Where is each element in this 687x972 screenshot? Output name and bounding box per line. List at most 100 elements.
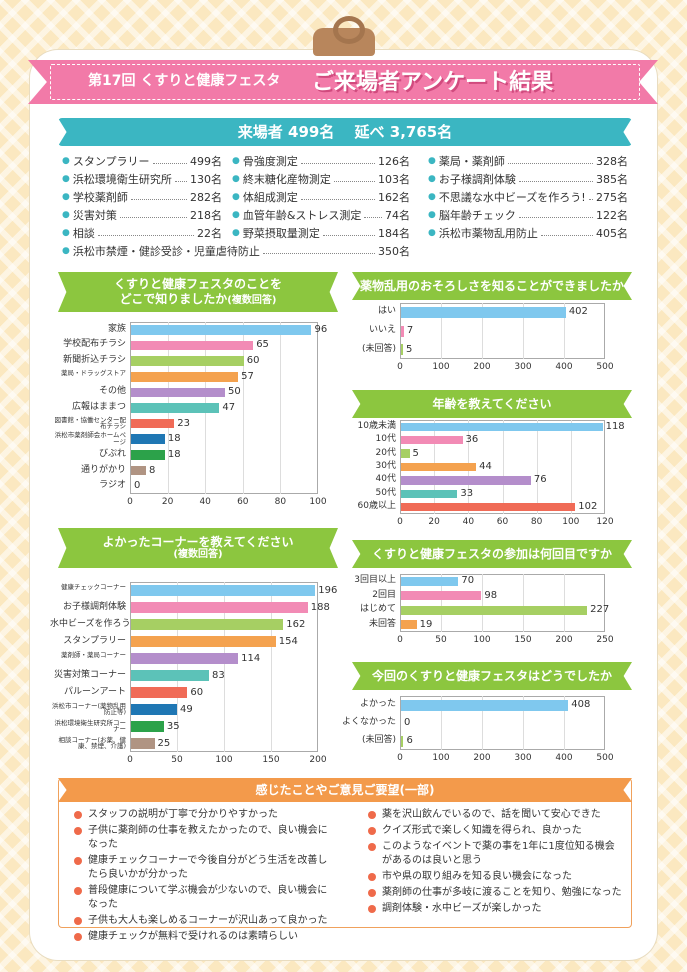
opinion-item: 健康チェックが無料で受けれるのは素晴らしい xyxy=(74,930,336,944)
visitor-count: 218名 xyxy=(190,209,222,222)
visitor-banner: 来場者 499名 延べ 3,765名 xyxy=(58,118,632,146)
leader-dots xyxy=(364,212,382,218)
opinion-item: 調剤体験・水中ビーズが楽しかった xyxy=(368,902,622,916)
bar xyxy=(401,344,404,356)
leader-dots xyxy=(174,176,187,182)
tick-label: 20 xyxy=(428,517,440,527)
opinion-item: 市や県の取り組みを知る良い機会になった xyxy=(368,870,622,884)
category-label: 広報はままつ xyxy=(71,402,126,412)
tick-label: 200 xyxy=(309,755,327,765)
category-label: よかった xyxy=(359,699,396,709)
visitor-name: 野菜摂取量測定 xyxy=(242,227,320,240)
tick-label: 0 xyxy=(127,497,133,507)
tick-label: 50 xyxy=(171,755,183,765)
category-label: (未回答) xyxy=(361,735,396,745)
visitor-name: 脳年齢チェック xyxy=(438,209,516,222)
category-label: 20代 xyxy=(375,447,396,458)
data-label: 49 xyxy=(180,703,193,715)
chart6-title: 今回のくすりと健康フェスタはどうでしたか xyxy=(352,662,632,690)
leader-dots xyxy=(518,212,593,218)
bar xyxy=(401,325,404,337)
bar xyxy=(131,434,165,445)
data-label: 83 xyxy=(212,669,225,681)
data-label: 162 xyxy=(286,618,306,630)
visitor-name: お子様調剤体験 xyxy=(438,173,516,186)
gridline xyxy=(570,420,572,514)
visitor-row: ● 薬局・薬剤師 328名 xyxy=(428,153,628,169)
tick-label: 300 xyxy=(514,753,532,763)
bar xyxy=(131,619,284,630)
bullet-icon: ● xyxy=(232,210,240,220)
leader-dots xyxy=(130,194,187,200)
visitor-count: 499名 xyxy=(190,155,222,168)
gridline xyxy=(441,696,442,750)
visitor-row: ● 野菜摂取量測定 184名 xyxy=(232,225,410,241)
bar xyxy=(401,620,417,630)
data-label: 96 xyxy=(314,323,328,335)
visitor-count: 126名 xyxy=(378,155,410,168)
category-label: いいえ xyxy=(368,325,396,335)
bar xyxy=(401,605,588,615)
visitor-row: ● 終末糖化産物測定 103名 xyxy=(232,171,410,187)
gridline xyxy=(564,303,565,359)
category-label: ラジオ xyxy=(99,480,126,491)
leader-dots xyxy=(262,248,375,254)
visitor-count: 385名 xyxy=(596,173,628,186)
bar xyxy=(401,422,603,431)
tick-label: 150 xyxy=(262,755,280,765)
bullet-icon: ● xyxy=(62,210,70,220)
tick-label: 60 xyxy=(496,517,509,527)
page-title: ご来場者アンケート結果 xyxy=(312,70,554,95)
visitor-count: 184名 xyxy=(378,227,410,240)
data-label: 44 xyxy=(479,461,492,472)
bar xyxy=(131,356,244,366)
visitor-row: ● 不思議な水中ビーズを作ろう! 275名 xyxy=(428,189,628,205)
tick-label: 500 xyxy=(596,753,614,763)
leader-dots xyxy=(333,176,375,182)
tick-label: 40 xyxy=(199,497,211,507)
data-label: 5 xyxy=(406,343,413,355)
category-label: 薬局・ドラッグストア xyxy=(61,368,126,377)
leader-dots xyxy=(322,230,375,236)
data-label: 118 xyxy=(605,420,625,432)
bar xyxy=(131,636,276,647)
gridline xyxy=(564,696,565,750)
bullet-icon: ● xyxy=(62,156,70,166)
tick-label: 60 xyxy=(237,497,249,507)
tick-label: 120 xyxy=(596,517,614,527)
category-label: 相談コーナー(お薬、健康、禁煙、介護) xyxy=(58,735,126,750)
category-label: 未回答 xyxy=(368,618,396,629)
visitor-row: ● 災害対策 218名 xyxy=(62,207,222,223)
gridline xyxy=(564,574,565,632)
gridline xyxy=(502,420,504,514)
data-label: 35 xyxy=(166,720,180,732)
tick-label: 300 xyxy=(514,362,532,372)
tick-label: 0 xyxy=(127,755,133,765)
visitor-row: ● 浜松市禁煙・健診受診・児童虐待防止 350名 xyxy=(62,243,410,259)
tick-label: 200 xyxy=(555,635,573,645)
data-label: 76 xyxy=(533,474,547,486)
gridline xyxy=(224,582,225,752)
gridline xyxy=(523,696,524,750)
opinion-item: 普段健康について学ぶ機会が少ないので、良い機会になった xyxy=(74,884,336,912)
bullet-icon: ● xyxy=(428,174,436,184)
tick-label: 50 xyxy=(435,635,447,645)
visitor-count: 282名 xyxy=(190,191,222,204)
leader-dots xyxy=(507,158,593,164)
category-label: 家族 xyxy=(107,323,126,334)
category-label: 10代 xyxy=(375,434,396,445)
bar xyxy=(131,465,147,476)
visitor-row: ● 体組成測定 162名 xyxy=(232,189,410,205)
data-label: 0 xyxy=(134,480,141,492)
tick-label: 100 xyxy=(473,635,491,645)
title-ribbon-border xyxy=(50,64,640,100)
data-label: 25 xyxy=(157,737,171,749)
visitor-count: 350名 xyxy=(378,245,410,258)
data-label: 57 xyxy=(241,370,254,382)
tick-label: 0 xyxy=(397,362,403,372)
visitor-row: ● 浜松環境衛生研究所 130名 xyxy=(62,171,222,187)
category-label: 水中ビーズを作ろう xyxy=(50,618,131,629)
visitor-name: スタンプラリー xyxy=(72,155,150,168)
opinion-item: 子供も大人も楽しめるコーナーが沢山あって良かった xyxy=(74,914,336,928)
chart5-title: くすりと健康フェスタの参加は何回目ですか xyxy=(352,540,632,568)
